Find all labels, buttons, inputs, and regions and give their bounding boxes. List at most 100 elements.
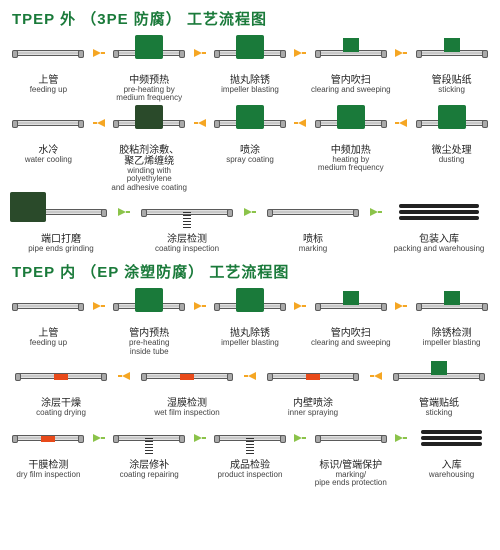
- title-segment: 工艺流程图: [209, 264, 289, 281]
- coating-mark-icon: [41, 436, 55, 442]
- title-segment: TPEP 内: [12, 264, 76, 281]
- section-title: TPEP 内 （EP 涂塑防腐） 工艺流程图: [0, 253, 500, 286]
- arrow-right-icon: [292, 33, 308, 73]
- step-icon-box: [6, 418, 91, 458]
- step-icon-box: [107, 33, 192, 73]
- title-segment: TPEP 外: [12, 11, 76, 28]
- step-label-en: dry film inspection: [16, 471, 80, 479]
- step-label-cn: 成品检验: [230, 460, 270, 471]
- process-step: 中频预热 pre-heating by medium frequency: [107, 33, 192, 103]
- step-icon-box: [308, 286, 393, 326]
- coating-mark-icon: [306, 374, 320, 380]
- arrow-left-icon: [393, 103, 409, 143]
- step-icon-box: [409, 418, 494, 458]
- machine-icon: [135, 35, 163, 59]
- step-icon-box: [132, 192, 242, 232]
- process-row: 端口打磨 pipe ends grinding 涂层检测 coating ins…: [0, 192, 500, 253]
- process-step: 上管 feeding up: [6, 33, 91, 94]
- machine-icon: [135, 105, 163, 129]
- machine-icon: [135, 288, 163, 312]
- arrow-right-icon: [192, 418, 208, 458]
- section-title: TPEP 外 （3PE 防腐） 工艺流程图: [0, 0, 500, 33]
- step-icon-box: [208, 418, 293, 458]
- step-label-en: impeller blasting: [221, 86, 279, 94]
- grinder-icon: [10, 192, 46, 222]
- step-icon-box: [208, 33, 293, 73]
- step-label-en: clearing and sweeping: [311, 339, 391, 347]
- process-step: 包装入库 packing and warehousing: [384, 192, 494, 253]
- step-icon-box: [208, 286, 293, 326]
- process-step: 端口打磨 pipe ends grinding: [6, 192, 116, 253]
- coating-mark-icon: [54, 374, 68, 380]
- step-icon-box: [6, 286, 91, 326]
- pipe-icon: [143, 373, 231, 379]
- step-icon-box: [6, 33, 91, 73]
- process-step: 水冷 water cooling: [6, 103, 91, 164]
- process-step: 涂层干燥 coating drying: [6, 356, 116, 417]
- process-row: 水冷 water cooling 胶粘剂涂敷、 聚乙烯缠绕 winding wi…: [0, 103, 500, 192]
- probe-icon: [246, 438, 254, 456]
- step-label-en: coating repairing: [120, 471, 179, 479]
- step-label-cn: 胶粘剂涂敷、 聚乙烯缠绕: [119, 145, 179, 167]
- process-step: 成品检验 product inspection: [208, 418, 293, 479]
- process-step: 干膜检测 dry film inspection: [6, 418, 91, 479]
- step-icon-box: [107, 418, 192, 458]
- step-label-en: spray coating: [226, 156, 274, 164]
- arrow-right-icon: [393, 33, 409, 73]
- process-step: 喷标 marking: [258, 192, 368, 253]
- step-icon-box: [107, 103, 192, 143]
- process-row: 上管 feeding up 中频预热 pre-heating by medium…: [0, 33, 500, 103]
- title-segment: （3PE 防腐）: [81, 11, 182, 28]
- process-row: 上管 feeding up 管内预热 pre-heating inside tu…: [0, 286, 500, 356]
- step-icon-box: [384, 192, 494, 232]
- step-label-en: winding with polyethylene and adhesive c…: [107, 167, 192, 192]
- step-label-cn: 涂层修补: [129, 460, 169, 471]
- process-step: 入库 warehousing: [409, 418, 494, 479]
- step-label-en: heating by medium frequency: [318, 156, 384, 173]
- step-label-en: wet film inspection: [154, 409, 219, 417]
- step-label-en: impeller blasting: [221, 339, 279, 347]
- step-label-en: feeding up: [30, 339, 67, 347]
- step-icon-box: [409, 286, 494, 326]
- probe-icon: [183, 212, 191, 230]
- step-icon-box: [384, 356, 494, 396]
- process-step: 喷涂 spray coating: [208, 103, 293, 164]
- arrow-right-icon: [91, 33, 107, 73]
- step-icon-box: [409, 103, 494, 143]
- step-label-en: clearing and sweeping: [311, 86, 391, 94]
- step-label-en: coating drying: [36, 409, 86, 417]
- arrow-right-icon: [91, 418, 107, 458]
- step-label-en: product inspection: [218, 471, 283, 479]
- arrow-left-icon: [242, 356, 258, 396]
- arrow-right-icon: [368, 192, 384, 232]
- step-icon-box: [6, 356, 116, 396]
- process-step: 除锈检测 impeller blasting: [409, 286, 494, 347]
- step-label-en: pre-heating inside tube: [129, 339, 169, 356]
- process-step: 管内吹扫 clearing and sweeping: [308, 33, 393, 94]
- arrow-left-icon: [368, 356, 384, 396]
- step-icon-box: [258, 356, 368, 396]
- process-step: 管内吹扫 clearing and sweeping: [308, 286, 393, 347]
- process-step: 微尘处理 dusting: [409, 103, 494, 164]
- process-flow-diagram: TPEP 外 （3PE 防腐） 工艺流程图 上管 feeding up 中频预热…: [0, 0, 500, 487]
- stacked-pipes-icon: [395, 204, 483, 220]
- probe-icon: [145, 438, 153, 456]
- process-step: 胶粘剂涂敷、 聚乙烯缠绕 winding with polyethylene a…: [107, 103, 192, 192]
- step-label-en: inner spraying: [288, 409, 338, 417]
- step-icon-box: [258, 192, 368, 232]
- process-step: 标识/管端保护 marking/ pipe ends protection: [308, 418, 393, 488]
- pipe-icon: [269, 209, 357, 215]
- step-label-en: pipe ends grinding: [28, 245, 93, 253]
- pipe-icon: [14, 120, 82, 126]
- arrow-right-icon: [393, 418, 409, 458]
- process-step: 涂层修补 coating repairing: [107, 418, 192, 479]
- title-segment: 工艺流程图: [187, 11, 267, 28]
- arrow-right-icon: [292, 418, 308, 458]
- process-row: 干膜检测 dry film inspection 涂层修补 coating re…: [0, 418, 500, 488]
- machine-icon: [236, 105, 264, 129]
- step-icon-box: [107, 286, 192, 326]
- arrow-left-icon: [192, 103, 208, 143]
- stacked-pipes-icon: [418, 430, 486, 446]
- step-label-cn: 干膜检测: [28, 460, 68, 471]
- machine-icon: [337, 105, 365, 129]
